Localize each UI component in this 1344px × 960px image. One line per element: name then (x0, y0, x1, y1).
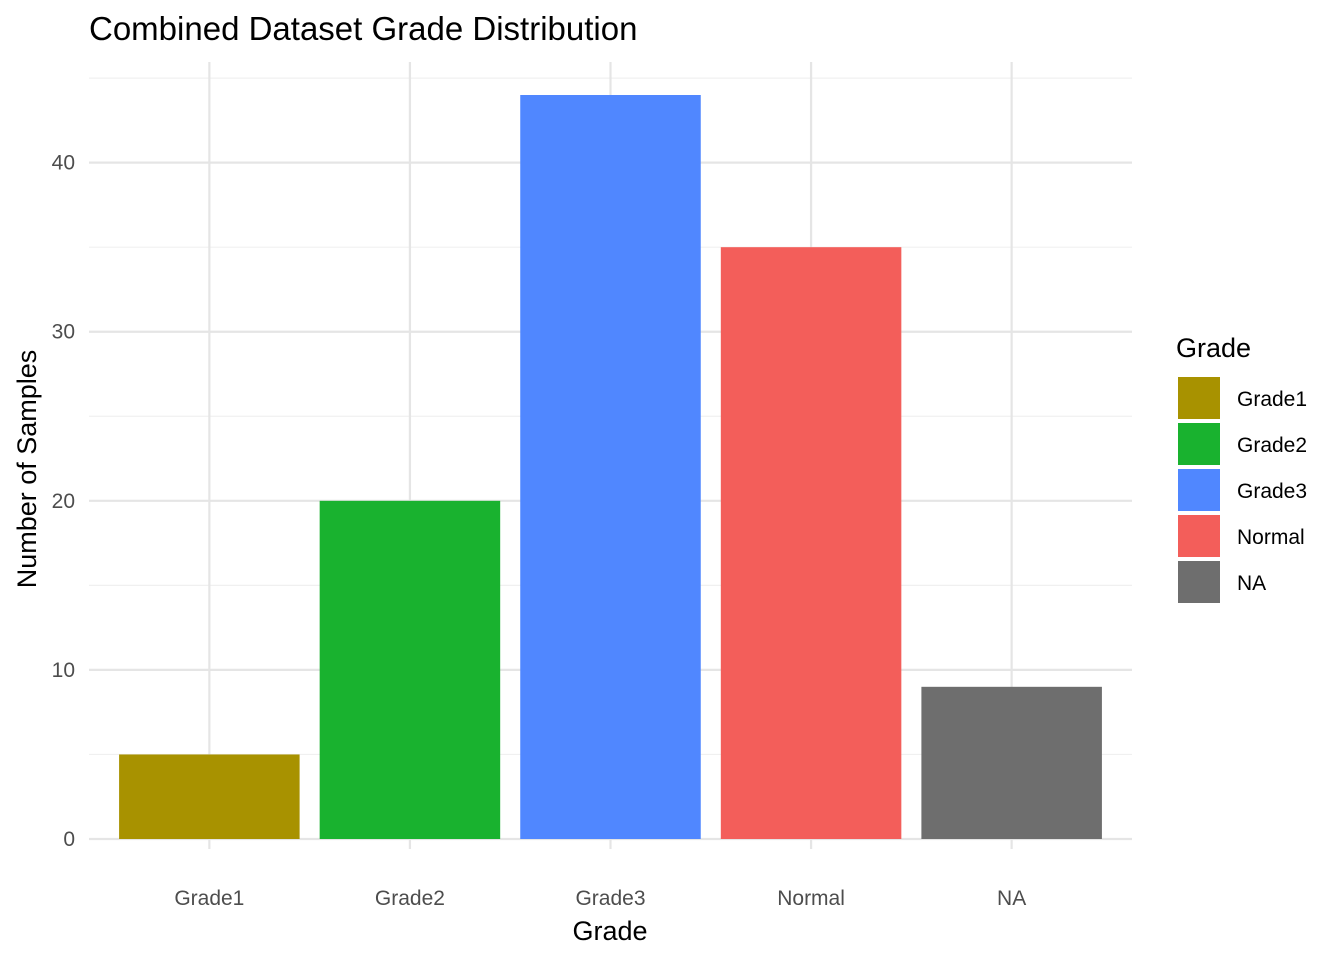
x-tick-label: NA (997, 887, 1026, 910)
x-tick-label: Grade2 (375, 887, 445, 910)
legend-key-normal (1178, 515, 1220, 557)
y-tick-label: 40 (52, 152, 75, 175)
legend-label: Grade3 (1237, 480, 1307, 503)
x-tick-label: Grade1 (174, 887, 244, 910)
x-axis-ticks: Grade1 Grade2 Grade3 Normal NA (174, 887, 1026, 910)
x-axis-title: Grade (572, 916, 647, 946)
y-tick-label: 0 (63, 828, 75, 851)
bar-grade3 (520, 95, 701, 839)
legend-key-grade3 (1178, 469, 1220, 511)
chart-title: Combined Dataset Grade Distribution (89, 10, 637, 47)
legend-key-grade2 (1178, 423, 1220, 465)
legend-label: Normal (1237, 526, 1305, 549)
bars-layer (119, 95, 1102, 839)
legend-key-na (1178, 561, 1220, 603)
x-tick-label: Grade3 (575, 887, 645, 910)
legend: Grade Grade1 Grade2 Grade3 Normal NA (1176, 333, 1307, 603)
legend-label: NA (1237, 572, 1266, 595)
bar-grade1 (119, 754, 300, 839)
y-tick-label: 10 (52, 659, 75, 682)
x-tick-label: Normal (777, 887, 845, 910)
legend-label: Grade2 (1237, 434, 1307, 457)
y-tick-label: 20 (52, 490, 75, 513)
legend-key-grade1 (1178, 377, 1220, 419)
y-axis-title: Number of Samples (12, 350, 42, 589)
legend-title: Grade (1176, 333, 1251, 363)
y-axis-ticks: 0 10 20 30 40 (52, 152, 75, 851)
bar-grade2 (319, 500, 501, 839)
bar-na (921, 686, 1102, 839)
legend-entries: Grade1 Grade2 Grade3 Normal NA (1178, 377, 1307, 603)
bar-normal (720, 247, 902, 839)
y-tick-label: 30 (52, 321, 75, 344)
legend-label: Grade1 (1237, 388, 1307, 411)
